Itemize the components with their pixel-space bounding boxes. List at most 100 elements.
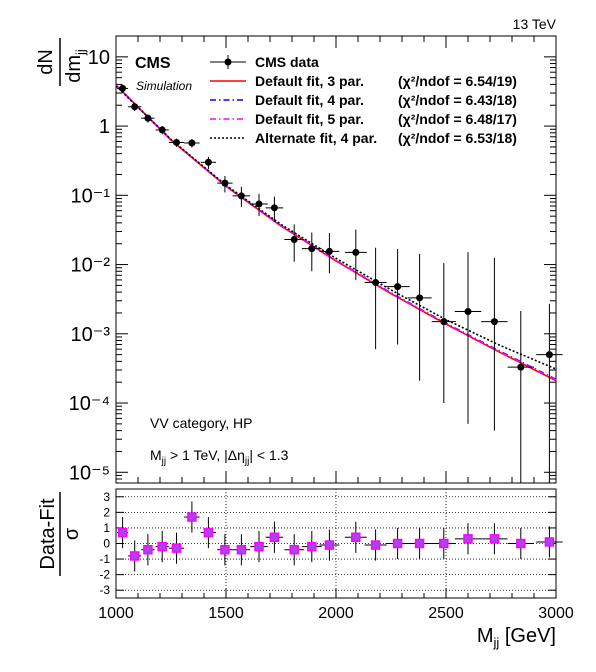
- y-tick-label: 10⁻⁴: [69, 393, 110, 415]
- data-point: [173, 138, 180, 146]
- top-y-axis-label: dN dmjj: [35, 38, 88, 86]
- fit-curve: [115, 84, 557, 381]
- x-tick-label: 1500: [208, 605, 244, 622]
- legend-chi2: (χ²/ndof = 6.43/18): [398, 92, 517, 108]
- data-point: [119, 84, 127, 92]
- legend-entry: Alternate fit, 4 par. (χ²/ndof = 6.53/18): [210, 130, 517, 146]
- legend-label: Default fit, 4 par.: [255, 92, 364, 108]
- legend-marker-point: [224, 58, 232, 66]
- data-point: [290, 236, 298, 244]
- pull-point: [370, 540, 381, 550]
- legend-chi2: (χ²/ndof = 6.48/17): [398, 111, 517, 127]
- cut-label: Mjj > 1 TeV, |Δηjj| < 1.3: [150, 447, 289, 467]
- pull-point: [143, 544, 153, 555]
- ratio-y-tick-label: -1: [99, 552, 110, 566]
- pull-point: [392, 538, 403, 549]
- data-point: [394, 283, 402, 291]
- data-point: [158, 126, 166, 134]
- svg-text:Data-Fit: Data-Fit: [37, 498, 59, 570]
- y-tick-label: 10⁻²: [71, 255, 111, 277]
- data-point: [490, 318, 498, 326]
- x-tick-label: 3000: [538, 605, 574, 622]
- y-tick-label: 1: [99, 116, 110, 138]
- data-point: [464, 307, 472, 315]
- pull-point: [129, 551, 140, 561]
- pull-point: [516, 538, 526, 549]
- svg-text:dN: dN: [35, 49, 57, 75]
- legend-entry: Default fit, 4 par. (χ²/ndof = 6.43/18): [210, 92, 517, 108]
- ratio-y-tick-label: -2: [99, 568, 110, 582]
- energy-label: 13 TeV: [513, 16, 557, 32]
- pull-point: [439, 538, 449, 549]
- y-tick-label: 10: [88, 47, 110, 69]
- pull-point: [203, 527, 214, 538]
- ratio-y-tick-label: 0: [103, 537, 110, 551]
- y-tick-label: 10⁻¹: [71, 185, 111, 207]
- svg-text:dmjj: dmjj: [63, 49, 88, 83]
- legend-label: Default fit, 5 par.: [255, 111, 364, 127]
- pull-point: [289, 544, 299, 555]
- data-point: [131, 103, 139, 111]
- pull-point: [307, 541, 317, 552]
- pull-point: [220, 544, 230, 555]
- pull-point: [236, 544, 247, 555]
- legend-entry: Default fit, 5 par. (χ²/ndof = 6.48/17): [210, 111, 517, 127]
- ratio-y-tick-label: -3: [99, 583, 110, 597]
- fit-curves: [115, 84, 557, 382]
- data-point: [308, 245, 316, 253]
- ratio-y-tick-label: 3: [103, 490, 110, 504]
- ratio-y-axis-label: Data-Fit σ: [37, 492, 83, 576]
- ratio-y-tick-label: 2: [103, 505, 110, 519]
- y-tick-label: 10⁻⁵: [69, 462, 110, 484]
- data-point: [517, 363, 525, 371]
- data-point: [325, 247, 333, 255]
- legend: CMS data Default fit, 3 par. (χ²/ndof = 6.…: [210, 54, 517, 146]
- pull-point: [324, 540, 335, 550]
- fit-curve: [115, 85, 557, 370]
- ratio-y-tick-label: 1: [103, 521, 110, 535]
- data-point: [372, 279, 380, 287]
- svg-text:σ: σ: [61, 527, 83, 540]
- data-point: [270, 204, 278, 212]
- pull-point: [254, 541, 264, 552]
- pull-points: [117, 501, 563, 572]
- data-point: [440, 318, 448, 326]
- data-point: [204, 158, 212, 166]
- data-point: [221, 179, 229, 187]
- legend-chi2: (χ²/ndof = 6.54/19): [398, 73, 517, 89]
- legend-chi2: (χ²/ndof = 6.53/18): [398, 130, 517, 146]
- pull-point: [489, 534, 500, 544]
- pull-point: [414, 538, 425, 549]
- cms-label: CMS: [135, 55, 171, 72]
- pull-point: [171, 543, 182, 553]
- y-tick-label: 10⁻³: [71, 324, 111, 346]
- pull-point: [544, 537, 555, 547]
- x-tick-label: 2500: [428, 605, 464, 622]
- legend-label: Alternate fit, 4 par.: [255, 130, 377, 146]
- legend-label: CMS data: [255, 54, 319, 70]
- data-point: [545, 351, 553, 359]
- data-point: [144, 114, 152, 122]
- data-point: [237, 192, 245, 200]
- simulation-label: Simulation: [136, 79, 192, 93]
- pull-point: [269, 532, 280, 543]
- data-point: [255, 200, 263, 208]
- ratio-axis-ticks: -3-2 -10 1 23 1000 1500 2000 2500 3000: [98, 490, 574, 622]
- data-point: [352, 248, 360, 256]
- legend-entry: CMS data: [210, 54, 319, 70]
- x-axis-label: Mjj [GeV]: [477, 625, 556, 650]
- pull-point: [117, 527, 128, 538]
- pull-point: [351, 532, 361, 543]
- data-point: [416, 294, 424, 302]
- pull-point: [463, 534, 473, 544]
- pull-point: [187, 512, 197, 522]
- legend-label: Default fit, 3 par.: [255, 73, 364, 89]
- pull-point: [157, 541, 167, 552]
- data-point: [188, 139, 196, 147]
- x-tick-label: 2000: [318, 605, 354, 622]
- legend-entry: Default fit, 3 par. (χ²/ndof = 6.54/19): [210, 73, 517, 89]
- x-tick-label: 1000: [98, 605, 134, 622]
- data-points: [117, 84, 563, 483]
- top-axis-ticks: 10⁻⁵ 10⁻⁴ 10⁻³ 10⁻² 10⁻¹ 1 10: [69, 35, 557, 484]
